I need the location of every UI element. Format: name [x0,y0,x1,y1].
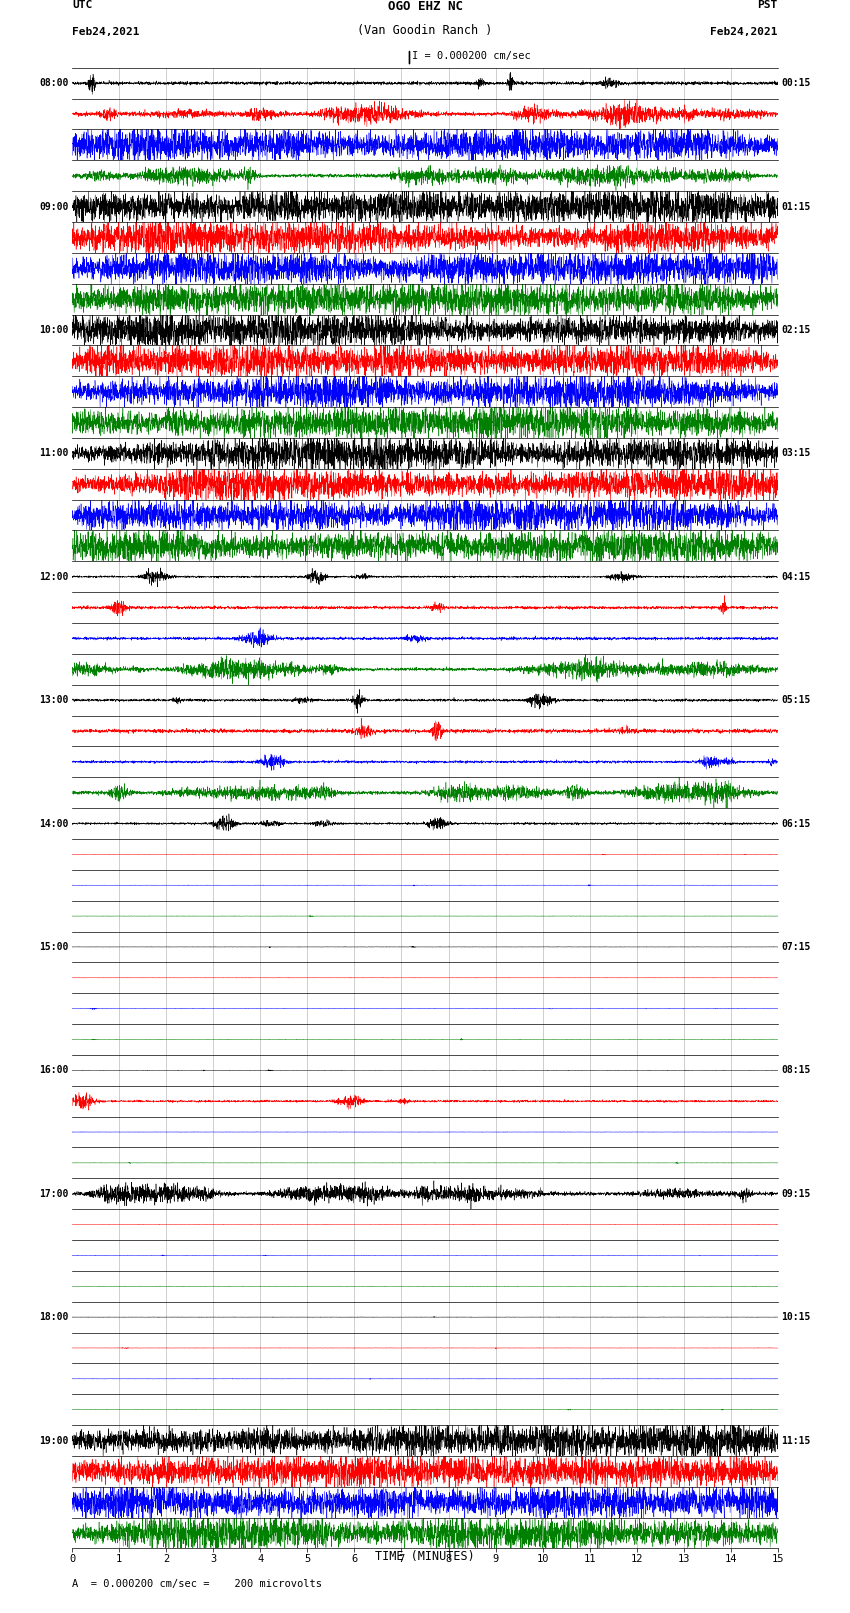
Text: UTC: UTC [72,0,93,10]
Text: 11:00: 11:00 [39,448,69,458]
Text: 08:00: 08:00 [39,77,69,89]
Text: OGO EHZ NC: OGO EHZ NC [388,0,462,13]
Text: Feb24,2021: Feb24,2021 [72,27,139,37]
Text: 16:00: 16:00 [39,1065,69,1076]
Text: A  = 0.000200 cm/sec =    200 microvolts: A = 0.000200 cm/sec = 200 microvolts [72,1579,322,1589]
Text: 10:00: 10:00 [39,324,69,336]
Text: 06:15: 06:15 [781,818,811,829]
Text: 07:15: 07:15 [781,942,811,952]
Text: (Van Goodin Ranch ): (Van Goodin Ranch ) [357,24,493,37]
Text: 08:15: 08:15 [781,1065,811,1076]
Text: 04:15: 04:15 [781,571,811,582]
Text: 18:00: 18:00 [39,1311,69,1323]
Text: 10:15: 10:15 [781,1311,811,1323]
Text: 00:15: 00:15 [781,77,811,89]
Text: 03:15: 03:15 [781,448,811,458]
Text: 09:00: 09:00 [39,202,69,211]
Text: 09:15: 09:15 [781,1189,811,1198]
Text: I = 0.000200 cm/sec: I = 0.000200 cm/sec [412,50,531,61]
Text: 15:00: 15:00 [39,942,69,952]
Text: 01:15: 01:15 [781,202,811,211]
Text: 05:15: 05:15 [781,695,811,705]
Text: Feb24,2021: Feb24,2021 [711,27,778,37]
Text: 19:00: 19:00 [39,1436,69,1445]
Text: PST: PST [757,0,778,10]
Text: 02:15: 02:15 [781,324,811,336]
Text: TIME (MINUTES): TIME (MINUTES) [375,1550,475,1563]
Text: 14:00: 14:00 [39,818,69,829]
Text: 11:15: 11:15 [781,1436,811,1445]
Text: 12:00: 12:00 [39,571,69,582]
Text: 17:00: 17:00 [39,1189,69,1198]
Text: 13:00: 13:00 [39,695,69,705]
